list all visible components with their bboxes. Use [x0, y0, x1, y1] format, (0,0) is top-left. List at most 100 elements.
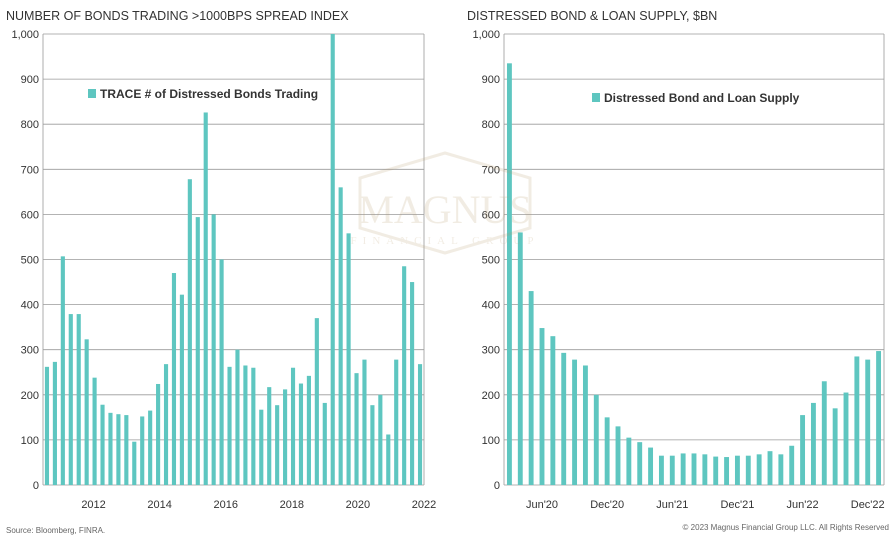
y-tick-label: 100 [482, 435, 500, 447]
y-tick-label: 400 [21, 300, 39, 312]
bar [60, 256, 65, 485]
y-tick-label: 400 [482, 300, 500, 312]
chart-title: NUMBER OF BONDS TRADING >1000BPS SPREAD … [6, 9, 349, 23]
bar [227, 366, 232, 485]
bar [854, 356, 860, 485]
bar [132, 441, 137, 485]
bar [203, 112, 208, 485]
bar [865, 359, 871, 485]
bar [843, 392, 849, 485]
x-tick-label: 2020 [346, 499, 370, 511]
bar [417, 364, 423, 485]
bar [745, 455, 751, 485]
y-tick-label: 0 [33, 480, 39, 492]
bar [187, 179, 192, 486]
bar [259, 409, 264, 485]
y-tick-label: 300 [482, 345, 500, 357]
bar [76, 314, 81, 485]
bar [691, 453, 697, 485]
chart-distressed-bonds-trading: NUMBER OF BONDS TRADING >1000BPS SPREAD … [6, 9, 436, 511]
y-tick-label: 600 [21, 209, 39, 221]
bar [346, 233, 351, 485]
chart-distressed-supply: DISTRESSED BOND & LOAN SUPPLY, $BN 0 100 20… [467, 9, 885, 511]
bar [370, 405, 375, 485]
bar [322, 402, 327, 485]
x-tick-label: 2016 [213, 499, 237, 511]
bar [108, 412, 113, 485]
bar [219, 259, 224, 485]
bar [615, 426, 621, 485]
bar [68, 314, 73, 485]
x-tick-label: Jun'22 [787, 499, 819, 511]
x-tick-label: 2012 [81, 499, 105, 511]
y-tick-label: 900 [21, 74, 39, 86]
legend-label: Distressed Bond and Loan Supply [604, 91, 800, 105]
bar [84, 339, 89, 485]
bar [354, 373, 359, 485]
bar [267, 387, 272, 485]
bar [243, 365, 248, 485]
bar [604, 417, 610, 485]
bar [713, 456, 719, 485]
bar [506, 63, 512, 485]
bar [211, 214, 216, 485]
bar [669, 455, 675, 485]
bar [330, 34, 335, 485]
bar [235, 349, 240, 485]
bar [528, 291, 534, 485]
bar [810, 402, 816, 485]
bar [789, 445, 795, 485]
bar [756, 454, 762, 485]
bar [338, 187, 343, 485]
legend-label: TRACE # of Distressed Bonds Trading [100, 87, 318, 101]
bar [290, 367, 296, 485]
bar [195, 217, 200, 485]
bar [637, 442, 643, 485]
source-note: Source: Bloomberg, FINRA. [6, 526, 106, 535]
bar [116, 414, 121, 485]
copyright-note: © 2023 Magnus Financial Group LLC. All R… [682, 523, 889, 532]
y-tick-label: 200 [21, 390, 39, 402]
bar [658, 455, 664, 485]
bar [778, 454, 784, 485]
y-tick-label: 900 [482, 74, 500, 86]
bar [171, 273, 177, 485]
y-tick-label: 800 [482, 119, 500, 131]
y-tick-label: 500 [482, 255, 500, 267]
y-tick-label: 500 [21, 255, 39, 267]
y-tick-label: 700 [482, 164, 500, 176]
y-tick-label: 600 [482, 209, 500, 221]
bar [680, 453, 686, 485]
bar [179, 294, 184, 485]
bar [306, 375, 311, 485]
y-tick-label: 0 [494, 480, 500, 492]
bar [251, 367, 256, 485]
bar [821, 381, 827, 485]
bar [734, 455, 740, 485]
bar [275, 405, 280, 485]
bar [148, 410, 153, 485]
bar [550, 336, 556, 485]
bar [140, 416, 145, 485]
x-tick-label: 2014 [147, 499, 171, 511]
bar [626, 437, 632, 485]
bar [156, 383, 161, 485]
bar [832, 408, 838, 485]
bar [561, 352, 567, 485]
bar [702, 454, 708, 485]
bar [767, 451, 773, 485]
bar [402, 266, 407, 485]
bar [648, 447, 654, 485]
bar [92, 377, 97, 485]
y-tick-label: 300 [21, 345, 39, 357]
legend-swatch [88, 89, 96, 98]
x-tick-label: Dec'22 [851, 499, 885, 511]
x-tick-label: Dec'21 [720, 499, 754, 511]
x-tick-label: Jun'20 [526, 499, 558, 511]
bar [283, 389, 288, 485]
chart-title: DISTRESSED BOND & LOAN SUPPLY, $BN [467, 9, 717, 23]
bar [314, 318, 319, 485]
x-tick-label: 2018 [280, 499, 304, 511]
bar [572, 359, 578, 485]
